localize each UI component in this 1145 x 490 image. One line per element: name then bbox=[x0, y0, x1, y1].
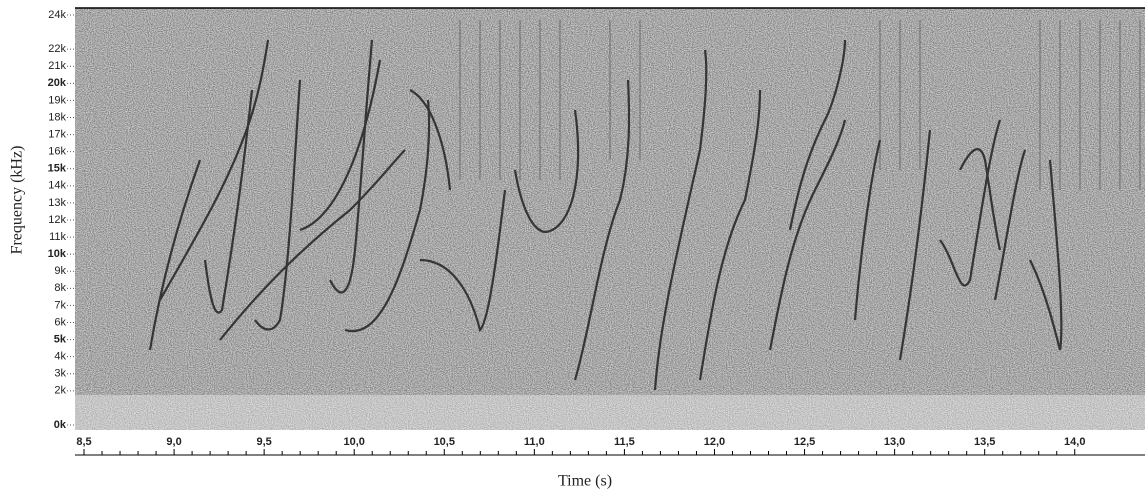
click-streaks bbox=[459, 20, 1141, 190]
y-tick-label: 11k bbox=[49, 231, 66, 243]
y-tick-label: 3k bbox=[54, 368, 66, 380]
x-tick-label: 12,0 bbox=[704, 436, 725, 448]
y-tick-label: 17k bbox=[48, 128, 66, 140]
x-tick-label: 9,5 bbox=[256, 436, 271, 448]
y-tick-label: 6k bbox=[54, 316, 66, 328]
y-tick-label: 24k bbox=[48, 9, 66, 21]
y-tick-label: 5k bbox=[54, 333, 67, 345]
song-traces bbox=[148, 39, 1063, 391]
y-tick-label: 19k bbox=[48, 94, 66, 106]
y-tick-label: 10k bbox=[48, 248, 67, 260]
y-tick-label: 14k bbox=[48, 180, 66, 192]
y-tick-label: 2k bbox=[54, 385, 66, 397]
y-tick-label: 9k bbox=[54, 265, 66, 277]
x-tick-label: 13,5 bbox=[974, 436, 995, 448]
y-tick-label: 21k bbox=[48, 60, 66, 72]
y-tick-label: 20k bbox=[48, 77, 67, 89]
y-tick-label: 18k bbox=[48, 111, 66, 123]
y-tick-label: 0k bbox=[54, 419, 67, 431]
y-tick-label: 16k bbox=[48, 146, 66, 158]
x-tick-label: 12,5 bbox=[794, 436, 815, 448]
spectrogram bbox=[75, 8, 1145, 430]
x-tick-label: 9,0 bbox=[166, 436, 181, 448]
x-tick-label: 10,5 bbox=[434, 436, 455, 448]
y-tick-label: 8k bbox=[54, 282, 66, 294]
x-tick-label: 10,0 bbox=[343, 436, 364, 448]
y-tick-label: 22k bbox=[48, 43, 66, 55]
y-axis-label: Frequency (kHz) bbox=[9, 146, 26, 255]
x-tick-label: 11,5 bbox=[614, 436, 635, 448]
y-tick-label: 13k bbox=[48, 197, 66, 209]
x-axis-label: Time (s) bbox=[558, 473, 612, 490]
x-tick-label: 13,0 bbox=[884, 436, 905, 448]
y-tick-label: 15k bbox=[48, 163, 67, 175]
low-band bbox=[75, 395, 1145, 430]
y-tick-label: 7k bbox=[54, 299, 66, 311]
y-tick-label: 12k bbox=[48, 214, 66, 226]
y-tick-label: 4k bbox=[54, 351, 66, 363]
x-tick-label: 11,0 bbox=[524, 436, 545, 448]
x-tick-label: 14,0 bbox=[1064, 436, 1085, 448]
x-tick-label: 8,5 bbox=[76, 436, 91, 448]
